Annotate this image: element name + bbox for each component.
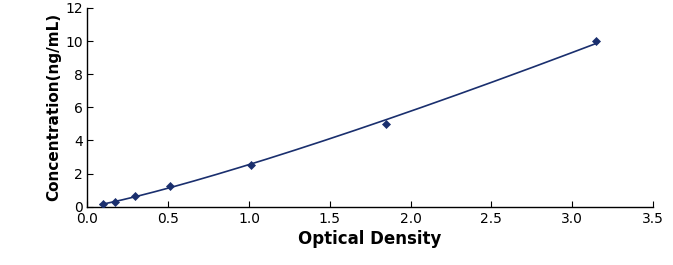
X-axis label: Optical Density: Optical Density [298, 230, 442, 248]
Y-axis label: Concentration(ng/mL): Concentration(ng/mL) [46, 13, 61, 201]
